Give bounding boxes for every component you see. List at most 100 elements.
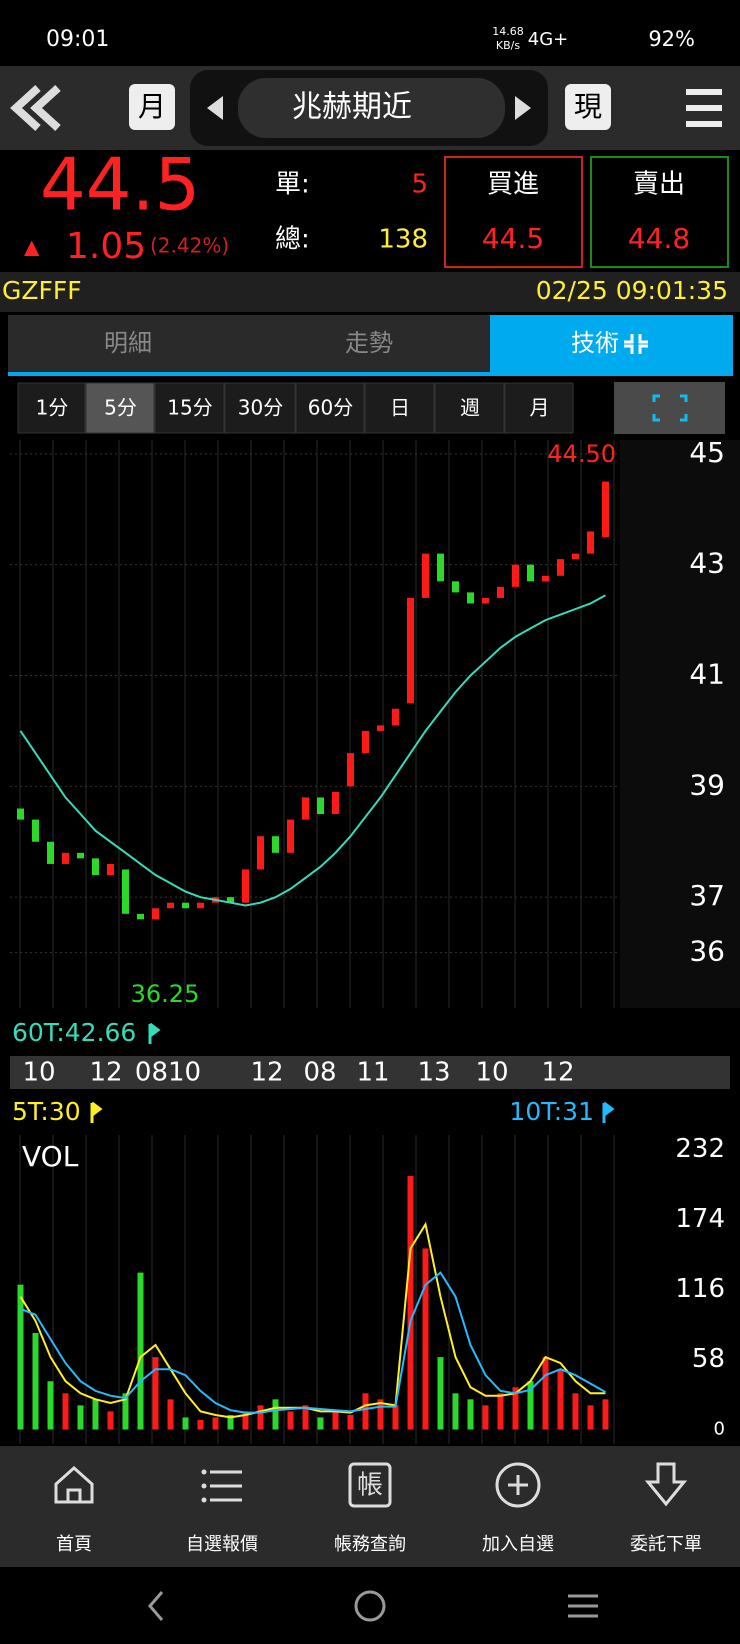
interval-label: 60分 bbox=[308, 396, 353, 420]
volume-bar bbox=[377, 1399, 384, 1430]
volume-bar bbox=[242, 1411, 249, 1430]
volume-bar bbox=[572, 1393, 579, 1430]
change-arrow: ▲ bbox=[24, 235, 40, 259]
nav-label[interactable]: 自選報價 bbox=[186, 1534, 258, 1555]
month-button-label: 月 bbox=[138, 90, 166, 123]
y-tick-label: 174 bbox=[675, 1204, 725, 1234]
vol-ma-line bbox=[19, 1221, 606, 1419]
interval-button[interactable] bbox=[295, 382, 365, 434]
candle bbox=[572, 553, 579, 560]
interval-button[interactable] bbox=[224, 382, 296, 434]
x-tick-label: 10 bbox=[475, 1058, 508, 1088]
candle bbox=[287, 819, 294, 853]
y-tick-label: 45 bbox=[689, 436, 725, 469]
x-tick-label: 08 bbox=[303, 1058, 336, 1088]
buy-box[interactable] bbox=[444, 156, 583, 268]
y-tick-label: 43 bbox=[689, 547, 725, 580]
tab[interactable]: 技術 bbox=[571, 329, 619, 357]
nav-label[interactable]: 加入自選 bbox=[482, 1534, 554, 1555]
interval-button[interactable] bbox=[504, 382, 574, 434]
volume-bar bbox=[392, 1405, 399, 1430]
y-tick-label: 41 bbox=[689, 658, 725, 691]
order-icon bbox=[644, 1462, 688, 1507]
volume-bar bbox=[47, 1381, 54, 1430]
tab[interactable]: 走勢 bbox=[345, 329, 393, 357]
candle bbox=[422, 553, 429, 598]
clock: 09:01 bbox=[46, 27, 109, 52]
volume-bar bbox=[542, 1357, 549, 1430]
candle bbox=[557, 559, 564, 576]
x-tick-label: 12 bbox=[89, 1058, 122, 1088]
sell-box[interactable] bbox=[590, 156, 729, 268]
volume-bar bbox=[107, 1411, 114, 1430]
volume-bar bbox=[482, 1405, 489, 1430]
volume-bar bbox=[137, 1272, 144, 1430]
system-nav bbox=[0, 1567, 740, 1644]
interval-button[interactable] bbox=[364, 382, 435, 434]
interval-button[interactable] bbox=[17, 382, 86, 434]
prev-symbol[interactable] bbox=[207, 96, 223, 120]
spot-button[interactable] bbox=[565, 84, 611, 130]
back-button[interactable] bbox=[10, 85, 61, 131]
interval-label: 30分 bbox=[238, 396, 283, 420]
fullscreen-button[interactable] bbox=[614, 382, 725, 434]
candle bbox=[242, 869, 249, 903]
nav-label[interactable]: 帳務查詢 bbox=[334, 1534, 406, 1555]
change-pct: (2.42%) bbox=[150, 234, 229, 258]
volume-bar bbox=[407, 1176, 414, 1430]
vol-legend: 10T:31 bbox=[509, 1097, 594, 1126]
candle bbox=[347, 753, 354, 787]
symbol-code: GZFFF bbox=[2, 276, 82, 305]
interval-button[interactable] bbox=[154, 382, 225, 434]
collapse-icon bbox=[624, 334, 648, 354]
interval-label: 5分 bbox=[104, 396, 137, 420]
datetime: 02/25 09:01:35 bbox=[536, 276, 728, 305]
interval-bar: 1分 5分 15分 30分 60分 日 週 月 bbox=[17, 382, 574, 434]
change: 1.05 bbox=[66, 226, 146, 267]
next-symbol[interactable] bbox=[515, 96, 531, 120]
nav-label[interactable]: 委託下單 bbox=[630, 1534, 702, 1555]
dot bbox=[201, 1497, 207, 1503]
symbol-title: 兆赫期近 bbox=[292, 90, 412, 125]
sell-label: 賣出 bbox=[633, 170, 685, 200]
volume-bar bbox=[227, 1415, 234, 1430]
unit-label: 單: bbox=[275, 170, 310, 200]
menu-button[interactable] bbox=[686, 89, 722, 127]
nav-label[interactable]: 首頁 bbox=[56, 1534, 92, 1555]
volume-bar bbox=[77, 1405, 84, 1430]
volume-bar bbox=[182, 1417, 189, 1430]
interval-button[interactable] bbox=[85, 382, 155, 434]
vol-ma-line bbox=[20, 1271, 606, 1414]
candle bbox=[317, 797, 324, 815]
status-bar bbox=[0, 0, 740, 66]
volume-bar bbox=[287, 1411, 294, 1430]
dot bbox=[201, 1483, 207, 1489]
tab[interactable]: 明細 bbox=[104, 329, 152, 357]
month-button[interactable] bbox=[129, 84, 175, 130]
y-tick-label: 232 bbox=[675, 1134, 725, 1164]
volume-bar bbox=[602, 1399, 609, 1430]
volume-bar bbox=[362, 1393, 369, 1430]
candle bbox=[497, 586, 504, 598]
ma-line bbox=[19, 594, 606, 907]
candle bbox=[527, 564, 534, 582]
dot bbox=[201, 1469, 207, 1475]
price-plot-bg bbox=[10, 440, 620, 1008]
volume-bar bbox=[497, 1393, 504, 1430]
interval-button[interactable] bbox=[434, 382, 505, 434]
max-label: 44.50 bbox=[547, 440, 616, 468]
ma-legend: 60T:42.66 bbox=[12, 1018, 136, 1047]
candle bbox=[587, 531, 594, 554]
volume-bar bbox=[62, 1393, 69, 1430]
volume-bar bbox=[437, 1357, 444, 1430]
sys-home[interactable] bbox=[354, 1590, 386, 1622]
volume-bar bbox=[257, 1405, 264, 1430]
interval-label: 1分 bbox=[36, 396, 69, 420]
info-row bbox=[0, 272, 740, 312]
total-value: 138 bbox=[378, 225, 428, 255]
list-icon bbox=[210, 1470, 242, 1502]
sys-recent[interactable] bbox=[568, 1594, 598, 1618]
sys-back[interactable] bbox=[148, 1591, 164, 1621]
